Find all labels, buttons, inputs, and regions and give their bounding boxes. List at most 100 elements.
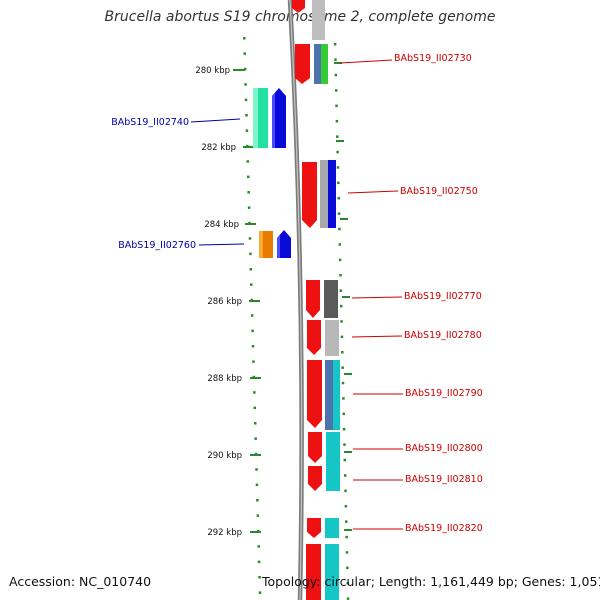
gene-BAbS19_II02760-highlight [277, 235, 280, 258]
minor-tick [244, 83, 247, 86]
minor-tick [248, 237, 252, 240]
gene-BAbS19_II02770-track [324, 280, 338, 318]
scale-tick: 286 kbp [207, 297, 260, 307]
minor-tick [244, 98, 248, 102]
gene-BAbS19_II02750-track1 [320, 160, 328, 228]
gene-BAbS19_II02760-track1-highlight [259, 231, 263, 258]
minor-tick [339, 304, 343, 308]
gene-BAbS19_II02780[interactable] [307, 320, 321, 355]
minor-tick [340, 335, 344, 339]
gene-BAbS19_II02810[interactable] [308, 466, 322, 491]
minor-tick [345, 520, 348, 523]
minor-tick [334, 73, 338, 77]
gene-label[interactable]: BAbS19_II02740 [111, 117, 189, 128]
gene-label[interactable]: BAbS19_II02780 [404, 330, 482, 341]
minor-tick [346, 582, 349, 585]
gene-BAbS19_II02790[interactable] [307, 360, 322, 428]
gene-labels: BAbS19_II02730 BAbS19_II02740 BAbS19_II0… [111, 53, 483, 534]
chromosome-backbone-highlight [289, 0, 303, 600]
minor-tick [336, 166, 340, 169]
gene-BAbS19_II02730-track2 [321, 44, 328, 84]
label-leaders [190, 59, 403, 530]
scale-tick: 290 kbp [207, 451, 261, 461]
minor-tick [342, 412, 345, 416]
minor-tick [245, 129, 249, 132]
gene-BAbS19_II02740[interactable] [272, 88, 286, 148]
gene-BAbS19_II02800[interactable] [308, 432, 322, 463]
gene-label[interactable]: BAbS19_II02760 [118, 240, 196, 251]
minor-tick [245, 114, 248, 117]
minor-tick [256, 514, 260, 517]
minor-tick [338, 258, 342, 262]
minor-tick [343, 458, 347, 462]
chromosome-backbone [287, 0, 304, 600]
minor-tick [257, 560, 261, 564]
minor-tick [247, 206, 251, 209]
minor-tick [337, 197, 340, 200]
gene-BAbS19_II02820[interactable] [307, 518, 321, 538]
gene-BAbS19_II02820-track [325, 518, 339, 538]
gene-label[interactable]: BAbS19_II02750 [400, 186, 478, 197]
gene-BAbS19_II02810-track [326, 464, 340, 491]
minor-tick [344, 489, 347, 493]
minor-tick [339, 289, 343, 292]
tick-label: 286 kbp [207, 297, 242, 307]
tick-label: 280 kbp [195, 66, 230, 76]
gene-label[interactable]: BAbS19_II02800 [405, 443, 483, 454]
gene-BAbS19_II02770[interactable] [306, 280, 320, 318]
minor-tick [343, 474, 347, 477]
gene-BAbS19_II02760[interactable] [277, 230, 291, 258]
tick-label: 282 kbp [201, 143, 236, 153]
scale-tick: 284 kbp [204, 220, 256, 230]
minor-tick [339, 274, 342, 277]
minor-tick [256, 499, 259, 502]
gene-BAbS19_II02730[interactable] [295, 44, 310, 84]
scale-tick: 280 kbp [195, 66, 245, 76]
gene-label[interactable]: BAbS19_II02770 [404, 291, 482, 302]
minor-tick [253, 406, 257, 410]
gene-label[interactable]: BAbS19_II02790 [405, 388, 483, 399]
minor-tick [243, 52, 246, 55]
minor-tick [250, 314, 254, 317]
scale-tick: 292 kbp [207, 528, 261, 538]
minor-tick [335, 120, 339, 123]
tick-label: 284 kbp [204, 220, 239, 230]
minor-tick [336, 150, 339, 154]
gene-BAbS19_II02780-track [325, 320, 339, 356]
gene-label[interactable]: BAbS19_II02730 [394, 53, 472, 64]
minor-tick [250, 283, 253, 286]
gene-BAbS19_II02740-highlight [272, 93, 275, 148]
gene-BAbS19_II02790-track2 [333, 360, 340, 430]
gene-BAbS19_II02750-track2 [328, 160, 336, 228]
minor-tick [335, 104, 338, 108]
minor-tick [249, 268, 253, 271]
minor-tick [344, 505, 348, 508]
gene-BAbS19_II02750[interactable] [302, 162, 317, 228]
minor-tick [253, 422, 257, 425]
gene-partial-bottom [306, 544, 321, 600]
minor-tick [243, 67, 247, 71]
gene-label[interactable]: BAbS19_II02820 [405, 523, 483, 534]
reverse-strand-genes [253, 88, 291, 258]
minor-tick [338, 243, 342, 246]
right-scale-ticks [334, 62, 352, 531]
minor-tick [243, 37, 246, 40]
accession-text: Accession: NC_010740 [9, 574, 152, 589]
gene-partial-top [292, 0, 305, 13]
minor-tick [342, 397, 345, 400]
forward-strand-genes [292, 0, 340, 600]
minor-tick [249, 252, 252, 256]
topology-text: Topology: circular; Length: 1,161,449 bp… [262, 574, 600, 589]
gene-label[interactable]: BAbS19_II02810 [405, 474, 483, 485]
minor-tick [247, 191, 250, 194]
gene-BAbS19_II02800-track [326, 432, 340, 464]
minor-tick [334, 89, 338, 92]
minor-tick [337, 212, 341, 215]
minor-tick [258, 576, 261, 579]
scale-ticks: 280 kbp 282 kbp 284 kbp 286 kbp 288 kbp … [195, 66, 261, 538]
minor-tick [337, 181, 340, 185]
minor-tick [253, 391, 256, 394]
minor-tick [334, 58, 337, 61]
gene-BAbS19_II02740-track1-highlight [253, 88, 258, 148]
